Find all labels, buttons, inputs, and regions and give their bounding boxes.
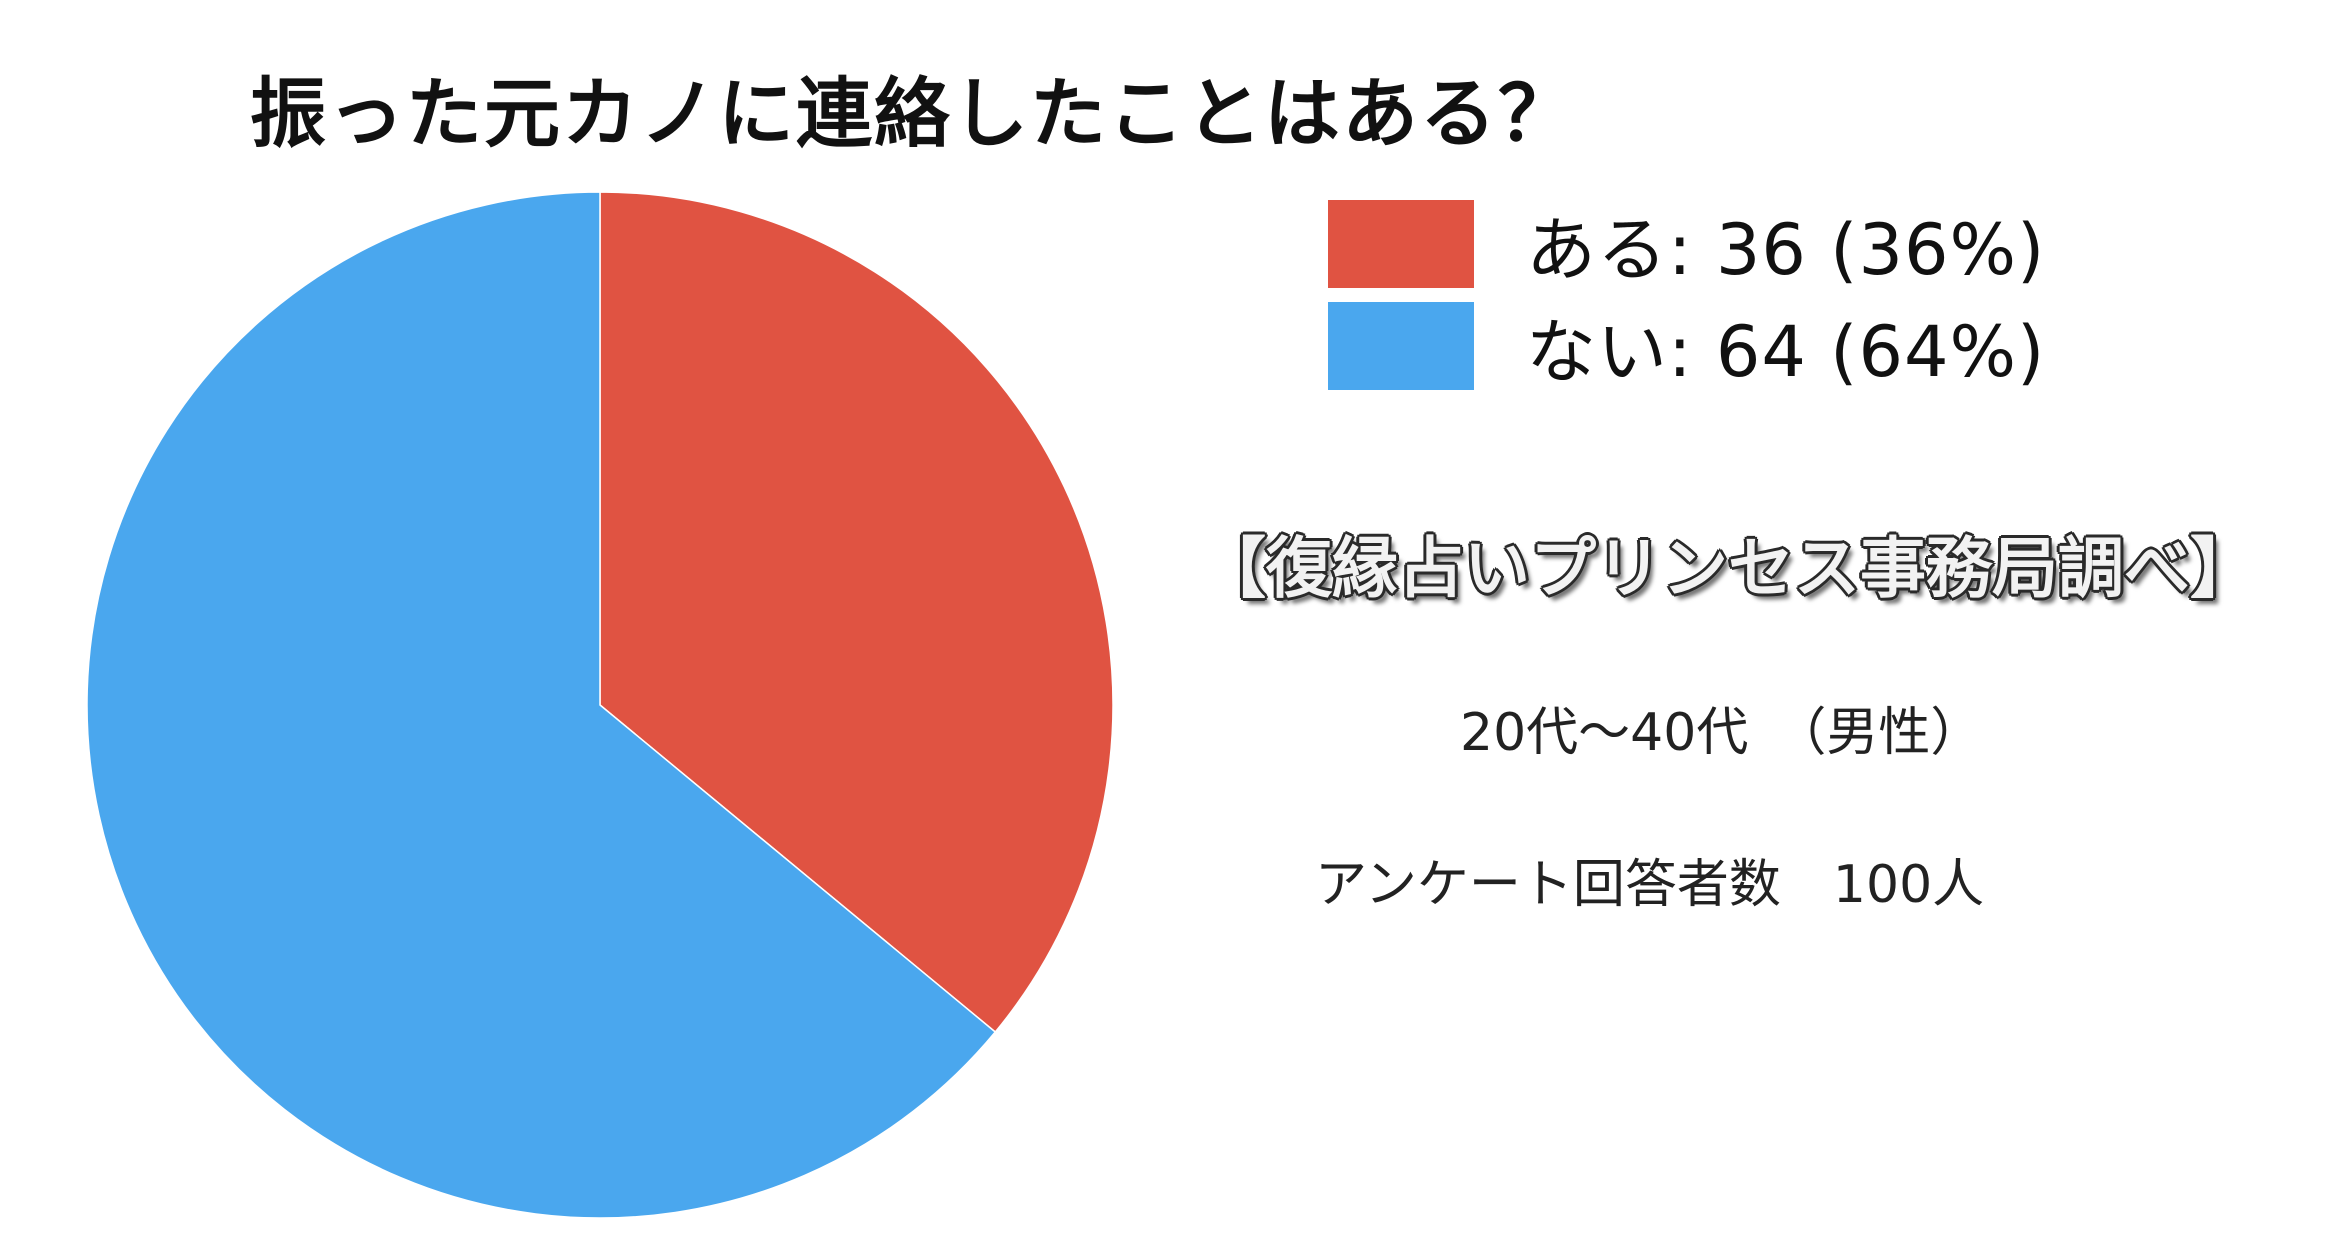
legend-swatch-aru <box>1328 200 1474 288</box>
pie-slice-ある <box>599 191 1114 1034</box>
source-note: 【復縁占いプリンセス事務局調べ】 <box>1200 530 2256 607</box>
legend-swatch-nai <box>1328 302 1474 390</box>
legend: ある: 36 (36%) ない: 64 (64%) <box>1328 198 2045 402</box>
legend-item-aru: ある: 36 (36%) <box>1328 198 2045 291</box>
legend-label-aru: ある: 36 (36%) <box>1526 208 2046 291</box>
legend-item-nai: ない: 64 (64%) <box>1328 300 2045 393</box>
respondents-note: アンケート回答者数 100人 <box>1315 855 1985 915</box>
pie-slice-ない <box>86 191 997 1219</box>
demographic-note: 20代～40代 （男性） <box>1460 703 1983 763</box>
chart-title: 振った元カノに連絡したことはある？ <box>250 69 1576 158</box>
legend-label-nai: ない: 64 (64%) <box>1526 310 2046 393</box>
